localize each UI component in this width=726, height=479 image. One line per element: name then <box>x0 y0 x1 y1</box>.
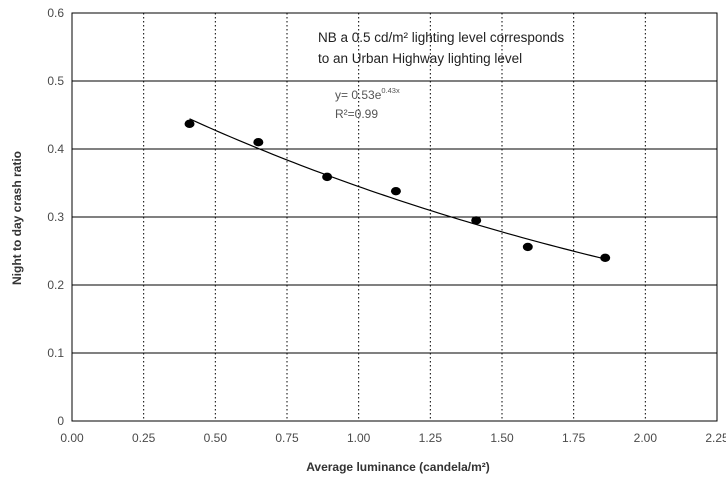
y-tick-label: 0.6 <box>47 6 64 20</box>
x-tick-label: 0.75 <box>275 431 299 445</box>
y-axis-title: Night to day crash ratio <box>10 151 24 285</box>
y-tick-labels: 0 0.1 0.2 0.3 0.4 0.5 0.6 <box>47 6 64 428</box>
plot-frame <box>71 12 718 422</box>
data-point <box>253 138 264 147</box>
y-tick-label: 0.4 <box>47 142 64 156</box>
trendline <box>189 118 606 260</box>
x-tick-label: 0.00 <box>60 431 84 445</box>
x-axis-title: Average luminance (candela/m²) <box>306 460 490 474</box>
y-tick-label: 0 <box>57 414 64 428</box>
data-point <box>522 242 533 252</box>
annotation-line-1: NB a 0.5 cd/m² lighting level correspond… <box>318 30 564 45</box>
data-point <box>471 216 482 225</box>
x-tick-labels: 0.00 0.25 0.50 0.75 1.00 1.25 1.50 1.75 2.00 2.25 <box>60 431 726 445</box>
x-tick-label: 2.25 <box>705 431 726 445</box>
r-squared: R²=0.99 <box>335 107 378 121</box>
x-tick-label: 1.25 <box>419 431 443 445</box>
trend-equation: y= 0.53e0.43x <box>335 86 400 102</box>
x-tick-label: 1.75 <box>562 431 586 445</box>
data-point <box>184 119 195 129</box>
data-points <box>184 119 611 262</box>
y-tick-label: 0.3 <box>47 210 64 224</box>
annotation-line-2: to an Urban Highway lighting level <box>318 51 522 66</box>
data-point <box>390 186 401 196</box>
data-point <box>322 172 333 182</box>
x-tick-label: 1.50 <box>490 431 514 445</box>
x-tick-label: 2.00 <box>634 431 658 445</box>
data-point <box>600 253 611 262</box>
y-tick-label: 0.2 <box>47 278 64 292</box>
grid <box>72 13 717 421</box>
y-tick-label: 0.1 <box>47 346 64 360</box>
x-tick-label: 0.50 <box>204 431 228 445</box>
equation-prefix: y= 0.53e <box>335 88 382 102</box>
equation-exponent: 0.43x <box>381 86 400 95</box>
x-tick-label: 0.25 <box>132 431 156 445</box>
x-tick-label: 1.00 <box>347 431 371 445</box>
y-tick-label: 0.5 <box>47 74 64 88</box>
